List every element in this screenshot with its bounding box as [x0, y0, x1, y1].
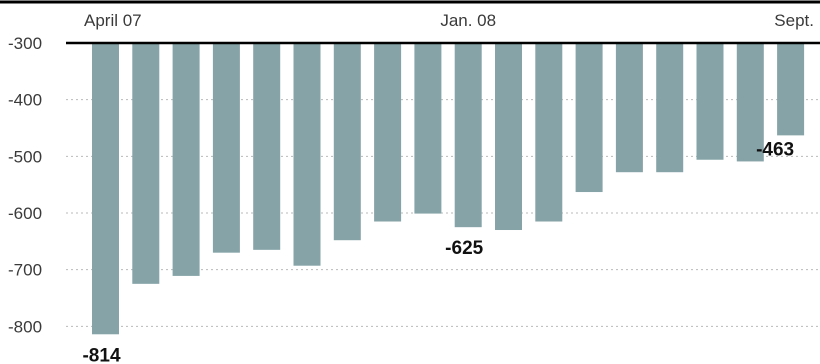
bar-10	[495, 43, 522, 231]
bar-3	[212, 43, 240, 253]
bar-17	[777, 43, 805, 136]
y-tick-label-0: -300	[8, 34, 42, 53]
bar-6	[333, 43, 361, 241]
y-tick-label-4: -700	[8, 261, 42, 280]
bar-11	[535, 43, 563, 222]
bar-7	[374, 43, 402, 222]
bars	[92, 43, 805, 335]
x-axis-label-1: Jan. 08	[440, 11, 496, 30]
x-axis-label-0: April 07	[84, 11, 142, 30]
data-label-1: -625	[445, 238, 483, 259]
bar-1	[132, 43, 160, 284]
data-labels: -814 -625 -463	[82, 139, 794, 364]
bar-16	[736, 43, 764, 162]
bar-12	[575, 43, 603, 193]
bar-13	[615, 43, 643, 173]
y-tick-label-3: -600	[8, 204, 42, 223]
bar-9	[454, 43, 482, 228]
bar-15	[696, 43, 724, 160]
bar-14	[656, 43, 684, 173]
bar-5	[293, 43, 321, 266]
x-axis-labels: April 07 Jan. 08 Sept.	[84, 11, 814, 30]
x-axis-label-2: Sept.	[774, 11, 814, 30]
y-axis-tick-labels: -300 -400 -500 -600 -700 -800	[8, 34, 42, 336]
bar-0	[92, 43, 119, 335]
y-tick-label-2: -500	[8, 147, 42, 166]
bar-8	[414, 43, 442, 214]
y-tick-label-1: -400	[8, 91, 42, 110]
data-label-2: -463	[756, 139, 794, 160]
data-label-0: -814	[82, 345, 120, 364]
bar-2	[172, 43, 200, 276]
bar-4	[253, 43, 281, 250]
y-tick-label-5: -800	[8, 317, 42, 336]
